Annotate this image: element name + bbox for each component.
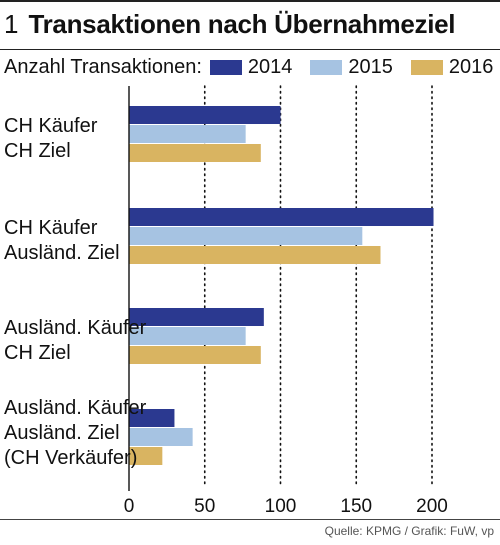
legend-item-2015: 2015 [310,56,393,79]
bar-2015-4 [129,428,193,446]
legend-item-2014: 2014 [209,55,293,79]
x-tick-label-50: 50 [194,496,215,517]
source-note: Quelle: KPMG / Grafik: FuW, vp [324,524,494,538]
bar-2016-1 [129,144,261,162]
bar-2014-4 [129,409,175,427]
category-label-1-line-2: CH Ziel [4,140,71,162]
category-label-3-line-1: Ausländ. Käufer [4,317,147,339]
legend-swatch-2014 [209,59,242,75]
category-label-4-line-3: (CH Verkäufer) [4,447,137,469]
chart-title-text: Transaktionen nach Übernahmeziel [28,8,456,39]
bar-2015-3 [129,327,246,345]
category-label-1-line-1: CH Käufer [4,115,98,137]
bar-2015-1 [129,125,246,143]
bar-2014-2 [129,208,434,226]
x-tick-label-200: 200 [416,496,448,517]
x-tick-label-0: 0 [124,496,135,517]
bar-2015-2 [129,227,363,245]
legend-text-2014: 2014 [247,55,293,78]
legend-text-2016: 2016 [448,55,494,78]
bar-2016-4 [129,447,163,465]
category-label-3-line-2: CH Ziel [4,342,71,364]
legend-swatch-2015 [310,59,343,75]
bar-2016-2 [129,246,381,264]
legend-item-2016: 2016 [410,55,494,79]
bar-2014-1 [129,106,281,124]
title-separator [0,49,500,50]
legend: Anzahl Transaktionen: 2014 2015 2016 [4,54,500,80]
x-tick-label-100: 100 [265,496,297,517]
category-label-4-line-1: Ausländ. Käufer [4,397,147,419]
top-rule [0,0,500,2]
legend-text-2015: 2015 [348,55,393,78]
bar-2014-3 [129,308,264,326]
bar-2016-3 [129,346,261,364]
category-label-4-line-2: Ausländ. Ziel [4,422,120,444]
x-tick-label-150: 150 [340,496,372,517]
category-label-2-line-1: CH Käufer [4,217,98,239]
chart-title: 1 Transaktionen nach Übernahmeziel [4,4,456,44]
bottom-rule [0,519,500,520]
category-label-2-line-2: Ausländ. Ziel [4,242,120,264]
legend-label: Anzahl Transaktionen: [4,55,202,78]
legend-swatch-2016 [410,59,443,75]
chart-number: 1 [4,8,19,39]
